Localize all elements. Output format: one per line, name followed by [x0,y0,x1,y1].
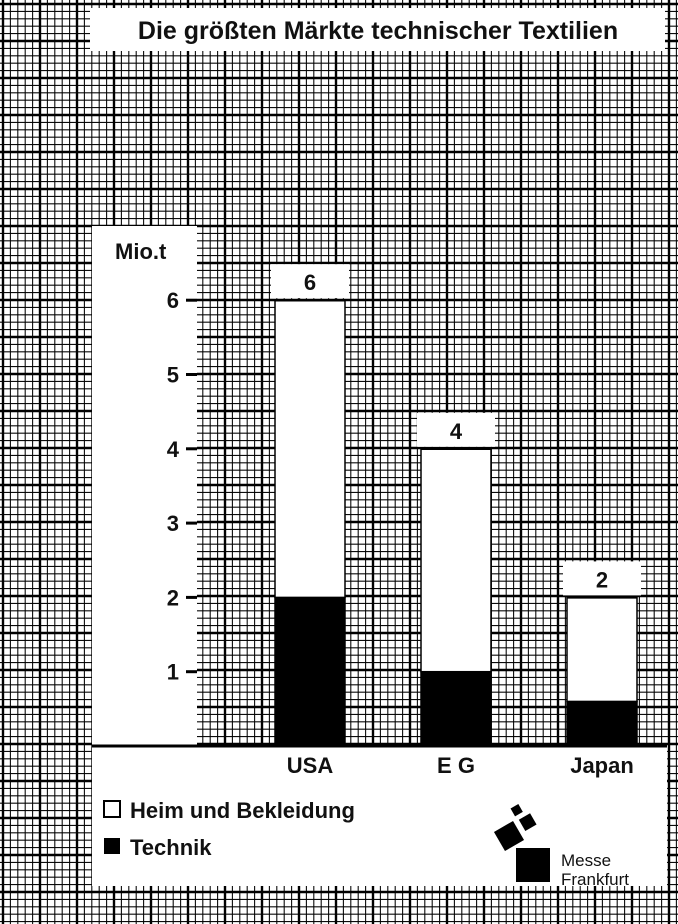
bar-segment [566,596,638,703]
logo-square-small [510,804,523,817]
logo-text-messe: Messe [561,851,611,870]
category-label: E G [437,753,475,778]
title-box [90,8,665,51]
bar-total-box [271,264,349,299]
bar-total-box [417,412,495,447]
legend-swatch-technik [104,838,120,854]
bar-total-label: 4 [450,419,463,444]
legend: Heim und Bekleidung Technik [103,798,355,860]
bar-total-label: 2 [596,567,608,592]
bar-segment [566,700,638,747]
bar-segment [274,596,346,747]
y-tick-label: 2 [167,585,179,610]
bar-segment [420,670,492,747]
category-label: Japan [570,753,634,778]
category-label: USA [287,753,334,778]
y-axis-ticks: 1 2 3 4 5 6 [167,288,197,685]
logo-square-base [516,848,550,882]
legend-label-technik: Technik [130,835,212,860]
y-tick-label: 5 [167,363,179,388]
y-tick-label: 1 [167,660,179,685]
logo-square-large [493,820,525,852]
bars: 6 4 2 [271,264,641,747]
bottom-panel [92,746,667,886]
category-labels: USA E G Japan [287,753,634,778]
logo-square-medium [518,813,537,832]
y-tick-label: 6 [167,288,179,313]
axis-panel [92,226,197,746]
bar-total-box [563,561,641,596]
chart-title: Die größten Märkte technischer Textilien [138,17,618,45]
y-tick-label: 3 [167,511,179,536]
bar-segment [420,448,492,673]
y-tick-label: 4 [167,437,180,462]
y-axis-unit-label: Mio.t [115,239,167,264]
logo-text-frankfurt: Frankfurt [561,870,629,889]
messe-frankfurt-logo: Messe Frankfurt [493,804,629,889]
bar-segment [274,299,346,599]
bar-total-label: 6 [304,270,316,295]
legend-label-heim: Heim und Bekleidung [130,798,355,823]
legend-swatch-heim [103,800,121,818]
